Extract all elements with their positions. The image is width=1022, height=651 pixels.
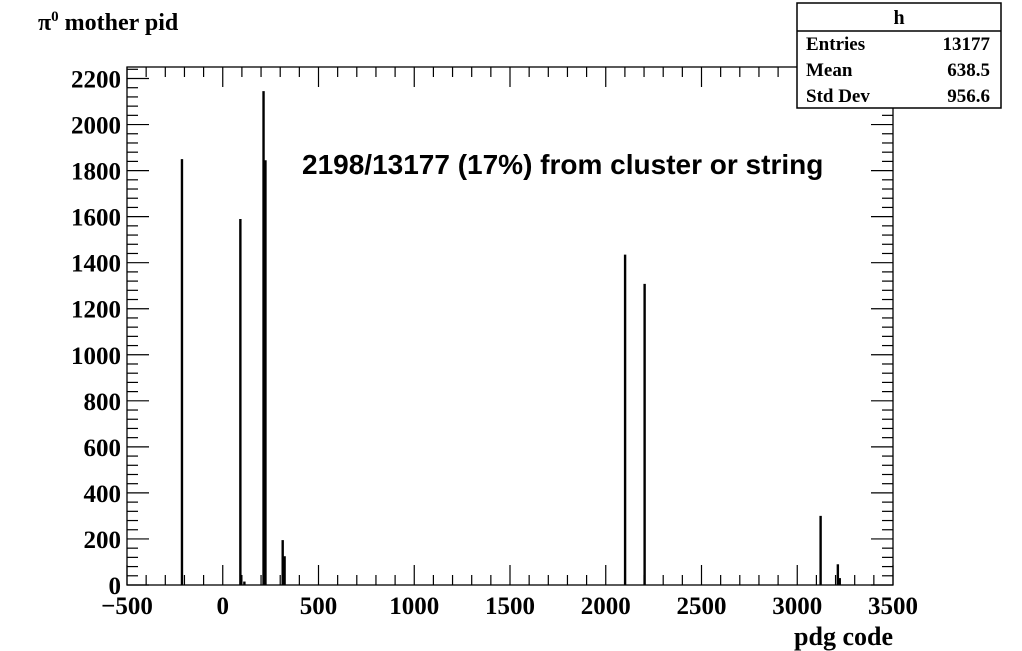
plot-frame xyxy=(126,66,894,586)
chart-title-sup: 0 xyxy=(51,9,59,25)
histogram-bars xyxy=(180,91,841,585)
x-tick-label: 2500 xyxy=(677,593,727,620)
y-tick-label: 800 xyxy=(84,389,122,416)
y-tick-label: 0 xyxy=(109,573,122,600)
chart-title-base: π xyxy=(38,10,51,36)
x-tick-label: 3000 xyxy=(772,593,822,620)
tick-labels: −500 0 500 1000 1500 2000 2500 3000 350002004006… xyxy=(71,67,918,620)
stats-stddev-value: 956.6 xyxy=(947,86,990,107)
y-tick-label: 1400 xyxy=(71,251,121,278)
y-tick-label: 200 xyxy=(84,527,122,554)
x-tick-label: 500 xyxy=(300,593,338,620)
y-tick-label: 1800 xyxy=(71,159,121,186)
y-tick-label: 2000 xyxy=(71,113,121,140)
x-tick-label: 0 xyxy=(217,593,230,620)
x-tick-label: 3500 xyxy=(868,593,918,620)
stats-box-frame xyxy=(796,2,1002,109)
x-tick-label: 1000 xyxy=(389,593,439,620)
x-axis-label: pdg code xyxy=(794,622,893,651)
y-tick-label: 1000 xyxy=(71,343,121,370)
y-tick-label: 600 xyxy=(84,435,122,462)
y-tick-label: 1600 xyxy=(71,205,121,232)
stats-entries-value: 13177 xyxy=(943,34,991,55)
x-tick-label: 2000 xyxy=(581,593,631,620)
y-tick-label: 400 xyxy=(84,481,122,508)
stats-mean-value: 638.5 xyxy=(947,60,990,81)
x-tick-label: 1500 xyxy=(485,593,535,620)
annotation-text: 2198/13177 (17%) from cluster or string xyxy=(302,149,823,180)
plot-area-border xyxy=(126,66,894,586)
stats-title: h xyxy=(893,7,904,29)
y-tick-label: 1200 xyxy=(71,297,121,324)
stats-mean-label: Mean xyxy=(806,60,853,81)
stats-entries-label: Entries xyxy=(806,34,865,55)
y-tick-label: 2200 xyxy=(71,67,121,94)
x-tick-label: −500 xyxy=(101,593,153,620)
stats-stddev-label: Std Dev xyxy=(806,86,870,107)
chart-title: π0 mother pid xyxy=(38,9,179,36)
stats-box: h Entries 13177 Mean 638.5 Std Dev 956.6 xyxy=(796,2,1002,109)
chart-title-rest: mother pid xyxy=(59,10,179,36)
axis-ticks xyxy=(126,67,894,586)
